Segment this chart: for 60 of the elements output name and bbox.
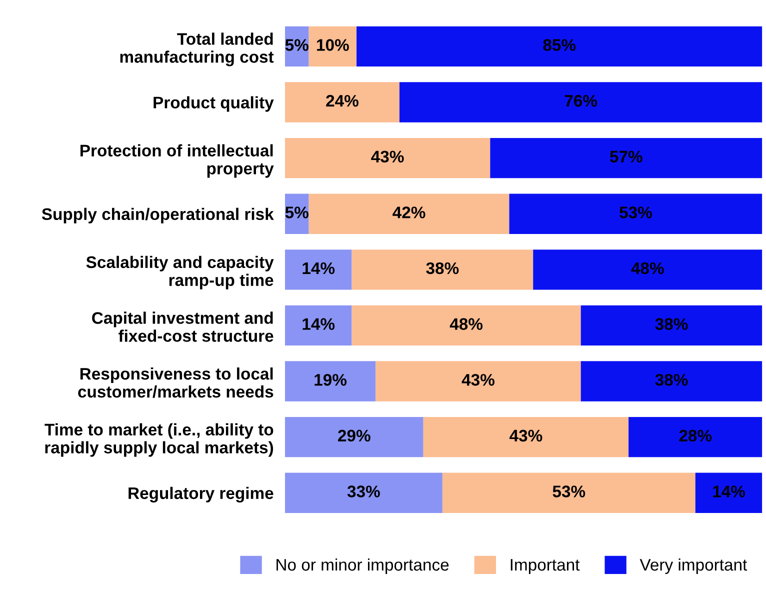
data-label: 43% [462, 374, 494, 386]
data-label: 5% [285, 206, 308, 218]
data-label: 14% [713, 486, 746, 498]
data-label: 19% [314, 374, 347, 386]
y-tick-label: Capital investment and fixed-cost structure [92, 312, 274, 342]
bar [423, 416, 629, 458]
data-label: 29% [338, 430, 370, 442]
data-label: 43% [510, 430, 542, 442]
bar [284, 472, 442, 513]
data-label: 24% [326, 94, 358, 107]
y-tick-label: Total landed manufacturing cost [120, 32, 274, 66]
data-label: 10% [317, 39, 349, 51]
bar [695, 472, 762, 513]
bar [509, 194, 762, 234]
data-label: 38% [655, 374, 688, 386]
y-tick-label: Responsiveness to local customer/markets needs [78, 367, 274, 398]
data-label: 42% [392, 206, 426, 218]
bar [284, 305, 352, 346]
data-label: 38% [426, 262, 459, 274]
bar [284, 250, 352, 290]
data-label: 38% [655, 318, 688, 330]
y-tick-label: Scalability and capacity ramp-up time [86, 256, 274, 290]
legend-label: Important [510, 559, 580, 574]
data-label: 48% [450, 318, 483, 330]
bar [356, 26, 762, 67]
data-label: 5% [285, 39, 308, 51]
bar [580, 361, 762, 402]
bar [284, 138, 490, 178]
bar [284, 82, 400, 122]
bar [352, 305, 581, 346]
bar [352, 250, 534, 290]
data-label: 53% [552, 486, 586, 498]
bar [399, 82, 762, 122]
data-label: 48% [631, 262, 664, 274]
y-tick-label: Product quality [154, 96, 274, 112]
data-label: 57% [610, 150, 642, 163]
y-tick-label: Regulatory regime [128, 486, 274, 502]
bar [308, 194, 510, 234]
data-label: 85% [543, 39, 576, 51]
data-label: 53% [620, 206, 652, 218]
bar [628, 416, 762, 458]
bar [284, 361, 376, 402]
bar [442, 472, 696, 513]
data-label: 14% [302, 262, 335, 274]
y-tick-label: Supply chain/operational risk [42, 208, 274, 224]
legend-label: No or minor importance [276, 558, 449, 574]
data-label: 76% [564, 94, 598, 107]
y-tick-label: Protection of intellectual property [80, 144, 274, 178]
bar [376, 361, 581, 402]
y-tick-label: Time to market (i.e., ability to rapidly supply local markets) [44, 423, 274, 457]
legend-label: Very important [640, 558, 748, 574]
bar [284, 416, 424, 458]
data-label: 33% [347, 486, 380, 498]
bar [490, 138, 762, 178]
bar [580, 305, 762, 346]
data-label: 28% [679, 430, 712, 442]
bar [308, 26, 357, 67]
data-label: 43% [371, 150, 404, 163]
data-label: 14% [302, 318, 335, 330]
bar [533, 250, 762, 290]
